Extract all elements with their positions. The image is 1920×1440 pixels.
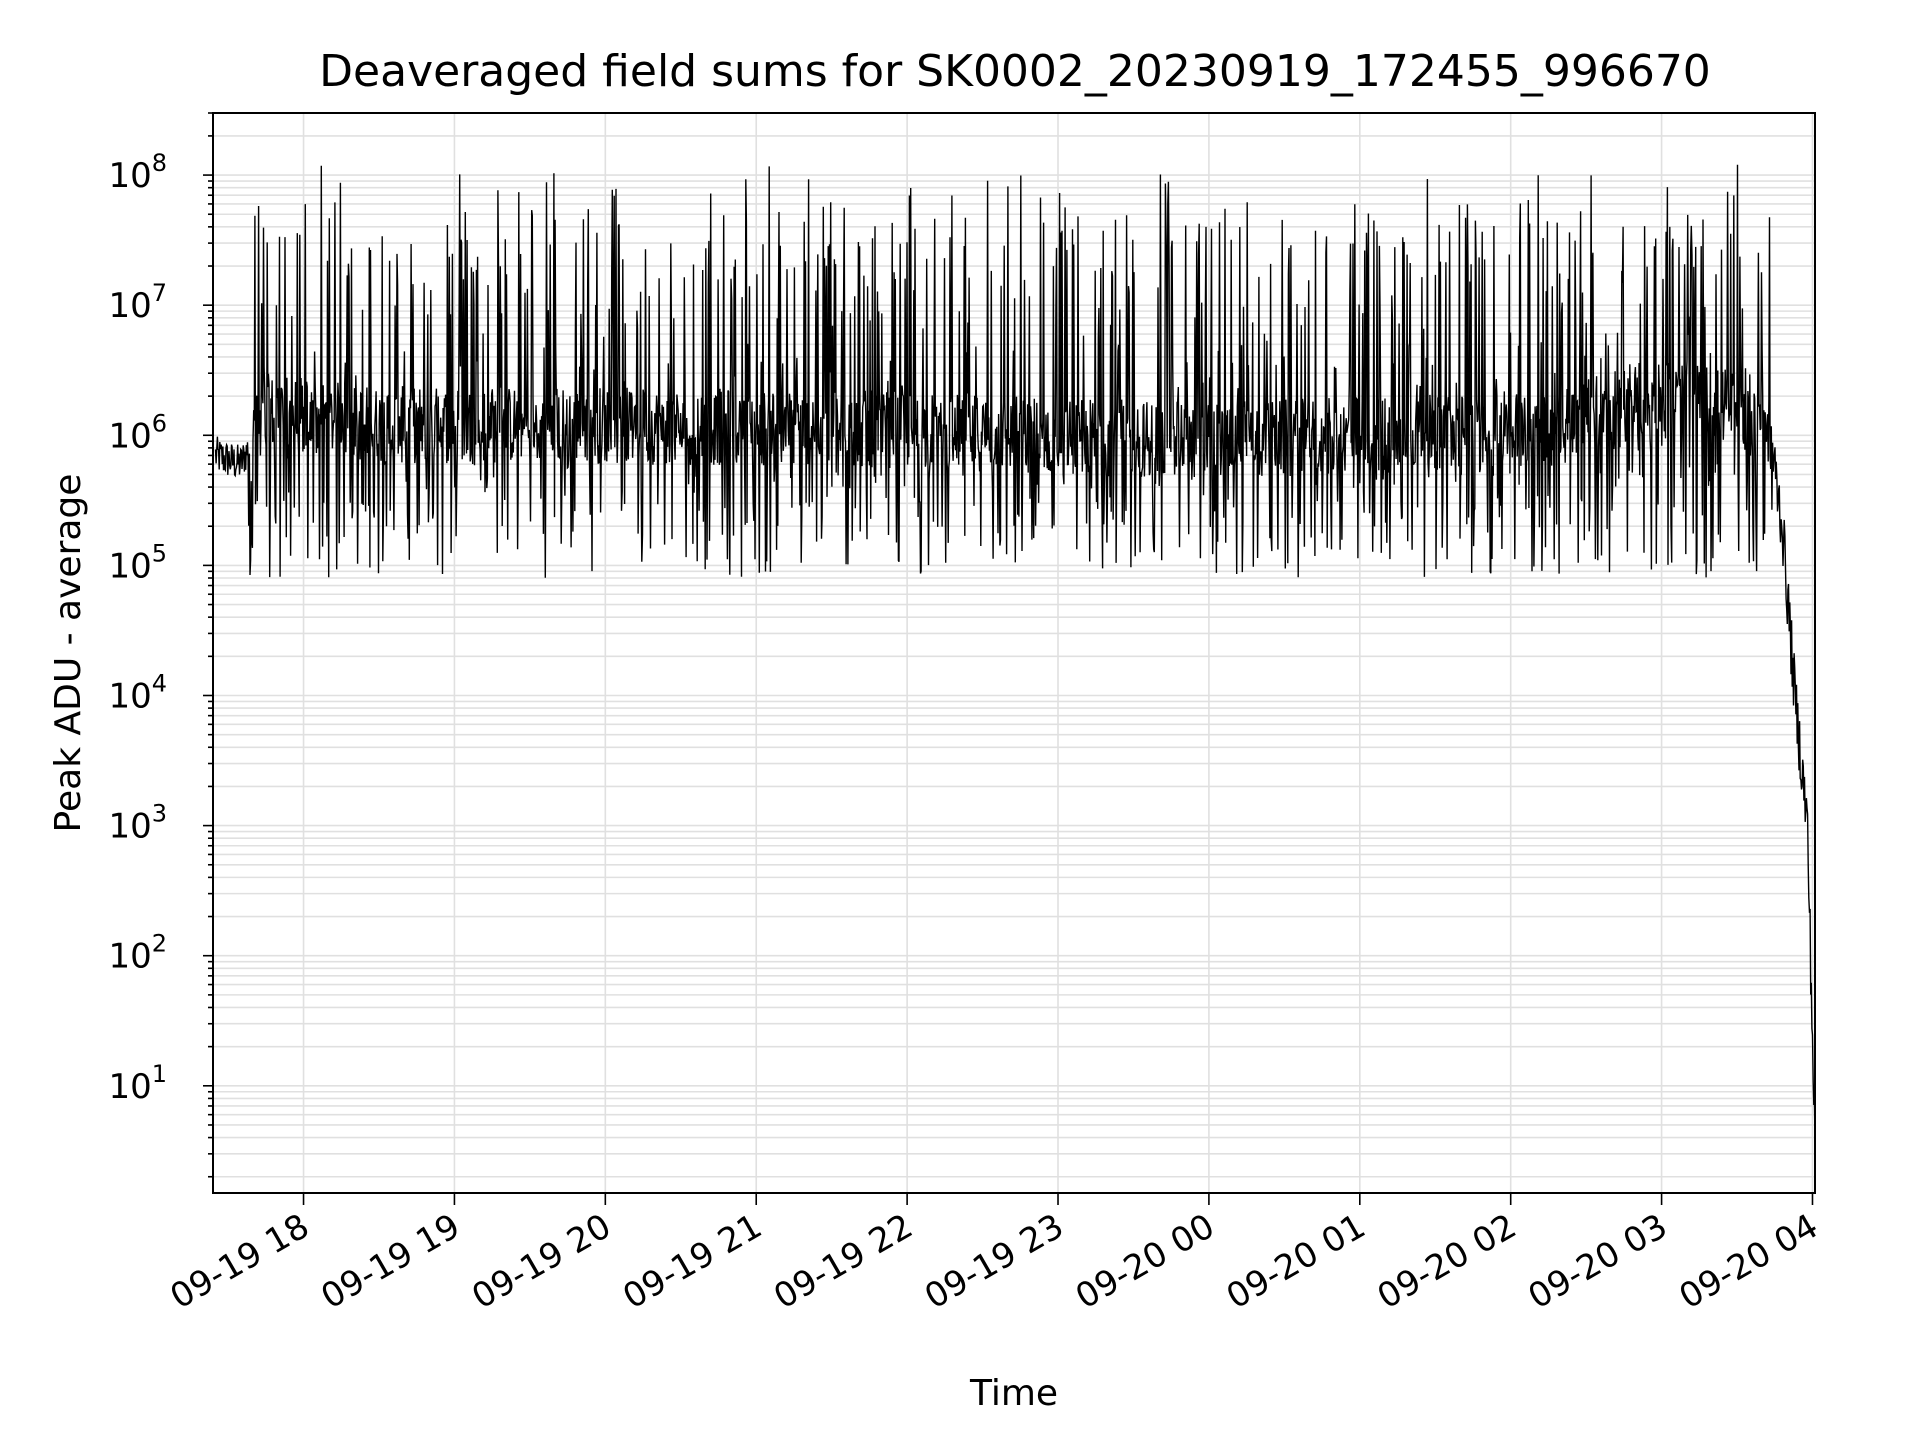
y-tick-base: 10 xyxy=(108,546,151,586)
y-tick-exponent: 1 xyxy=(152,1060,167,1088)
y-tick-exponent: 2 xyxy=(152,930,167,958)
y-tick-base: 10 xyxy=(108,416,151,456)
y-tick-base: 10 xyxy=(108,676,151,716)
y-tick-exponent: 7 xyxy=(152,279,167,307)
y-tick-label: 104 xyxy=(108,669,167,716)
y-tick-label: 106 xyxy=(108,409,167,456)
y-tick-exponent: 8 xyxy=(152,149,167,177)
plot-frame xyxy=(212,112,1816,1194)
y-tick-base: 10 xyxy=(108,286,151,326)
y-axis-label: Peak ADU - average xyxy=(48,474,89,833)
y-tick-base: 10 xyxy=(108,1067,151,1107)
y-tick-label: 103 xyxy=(108,800,167,847)
y-tick-label: 102 xyxy=(108,930,167,977)
series-line xyxy=(214,164,1816,1146)
y-tick-exponent: 6 xyxy=(152,409,167,437)
y-tick-base: 10 xyxy=(108,937,151,977)
y-tick-exponent: 3 xyxy=(152,800,167,828)
y-tick-exponent: 5 xyxy=(152,539,167,567)
y-tick-label: 105 xyxy=(108,539,167,586)
y-tick-base: 10 xyxy=(108,807,151,847)
y-tick-label: 107 xyxy=(108,279,167,326)
series xyxy=(214,164,1816,1146)
grid xyxy=(213,112,1815,1193)
y-tick-base: 10 xyxy=(108,156,151,196)
chart-title: Deaveraged field sums for SK0002_2023091… xyxy=(319,46,1711,97)
y-tick-label: 108 xyxy=(108,149,167,196)
y-tick-exponent: 4 xyxy=(152,669,167,697)
y-tick-label: 101 xyxy=(108,1060,167,1107)
x-axis-label: Time xyxy=(969,1373,1058,1414)
